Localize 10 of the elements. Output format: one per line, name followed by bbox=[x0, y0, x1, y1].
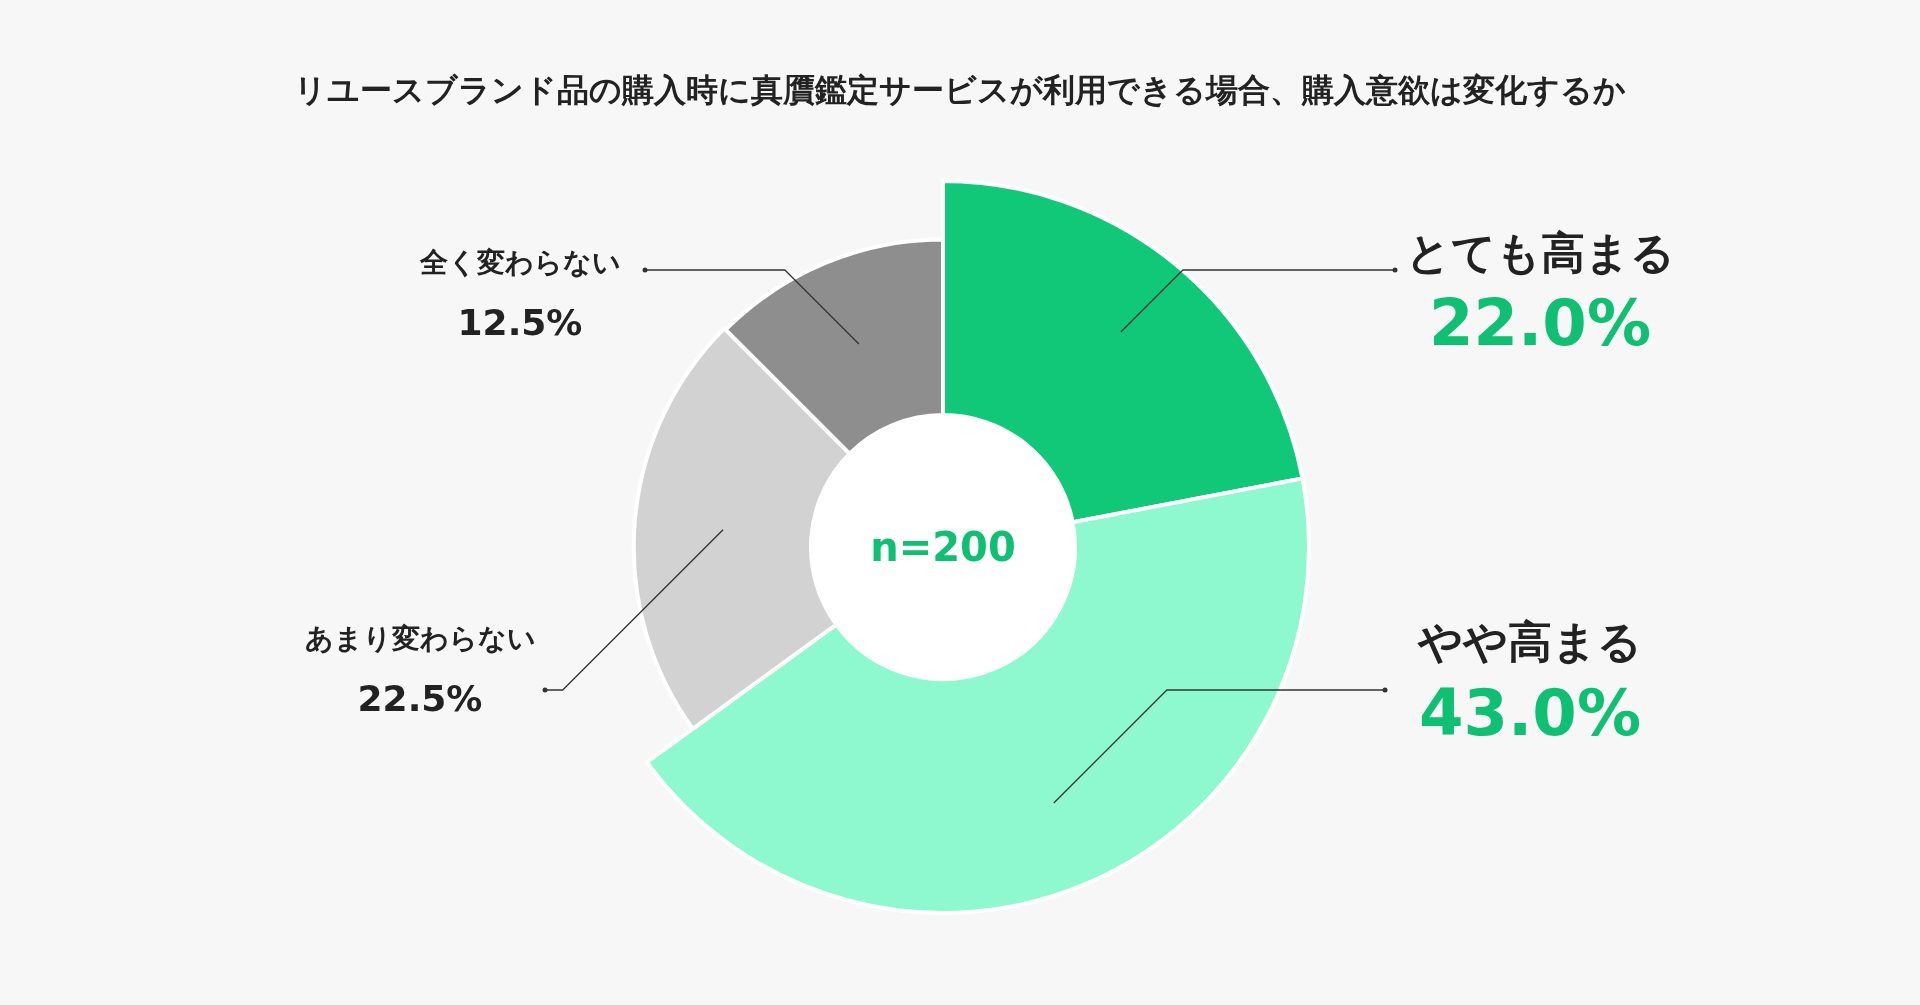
slice-label: 全く変わらない bbox=[418, 246, 621, 279]
slice-label: あまり変わらない bbox=[304, 622, 536, 655]
chart-title: リユースブランド品の購入時に真贋鑑定サービスが利用できる場合、購入意欲は変化するか bbox=[294, 71, 1626, 109]
data-label: 22.0% bbox=[1428, 286, 1652, 360]
slice-label: とても高まる bbox=[1405, 227, 1675, 278]
data-label: 12.5% bbox=[457, 302, 583, 343]
slice-label: やや高まる bbox=[1417, 616, 1642, 667]
data-label: 22.5% bbox=[357, 678, 483, 719]
data-label: 43.0% bbox=[1418, 676, 1642, 750]
text: n=200 bbox=[870, 524, 1016, 570]
